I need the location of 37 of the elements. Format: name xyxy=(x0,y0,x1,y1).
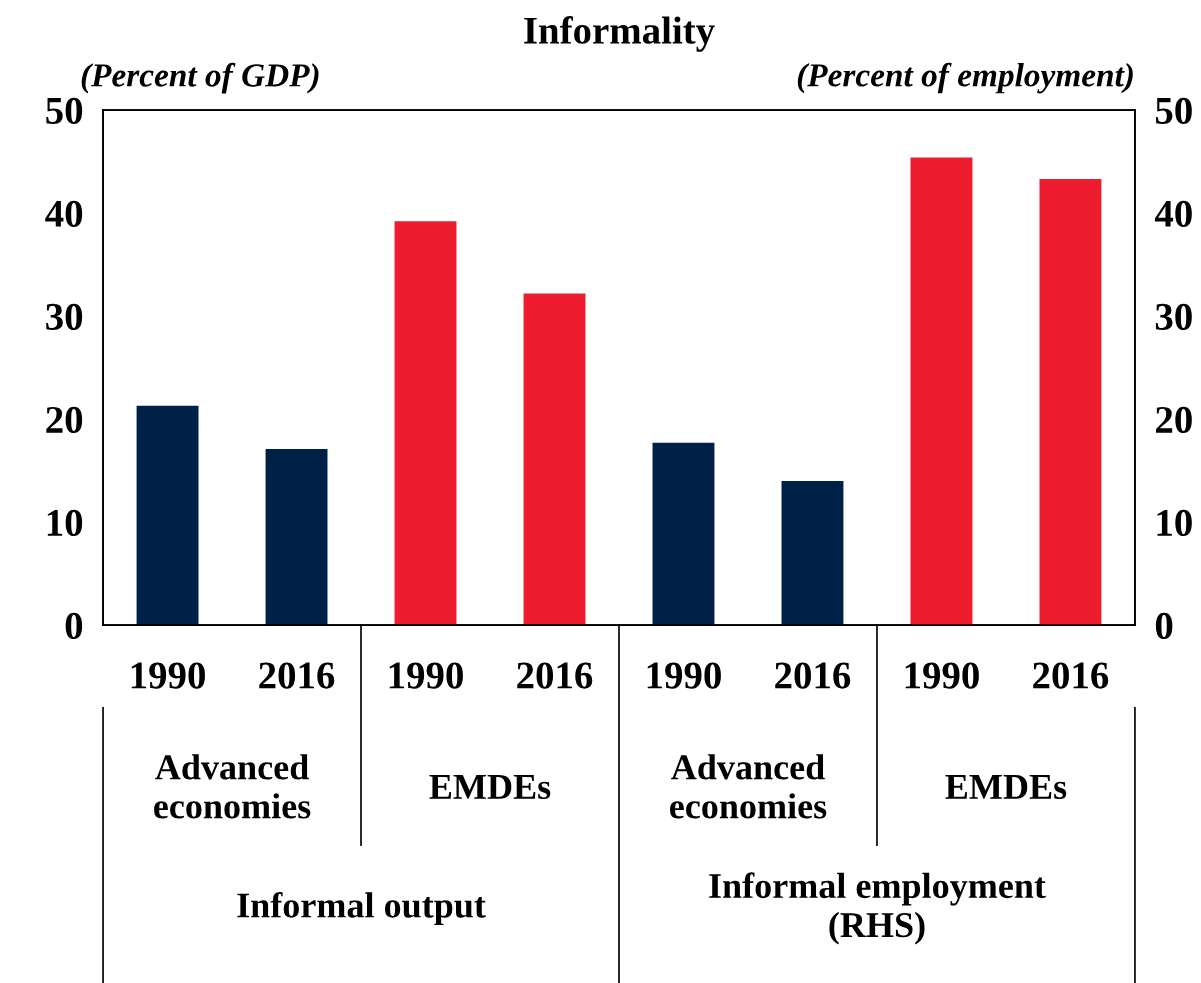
bar xyxy=(1039,179,1102,626)
bar xyxy=(652,442,715,626)
text: Informal employment (RHS) xyxy=(709,872,1046,945)
y-tick-label: 50 xyxy=(46,97,83,124)
x-tick-label: 2016 xyxy=(517,662,593,689)
y-tick-label: 0 xyxy=(65,612,83,640)
x-tick-label: 2016 xyxy=(775,662,851,689)
bar xyxy=(781,480,844,626)
y-tick-label: 10 xyxy=(47,509,83,537)
y2-tick-label: 40 xyxy=(1154,200,1192,227)
text: EMDEs xyxy=(429,775,551,800)
y-tick-label: 20 xyxy=(46,406,83,434)
y-tick-label: 30 xyxy=(46,303,83,331)
y-tick-label: 40 xyxy=(45,200,83,227)
y2-tick-label: 30 xyxy=(1155,303,1192,331)
y2-tick-label: 10 xyxy=(1157,509,1192,537)
bar xyxy=(394,221,457,626)
y2-tick-label: 50 xyxy=(1155,97,1192,124)
x-tick-label: 1990 xyxy=(647,662,721,689)
text: EMDEs xyxy=(945,775,1067,800)
y2-axis-title: (Percent of employment) xyxy=(797,62,1133,94)
bar xyxy=(523,293,586,626)
chart-title: Informality xyxy=(524,16,715,52)
y2-tick-label: 20 xyxy=(1156,406,1192,434)
bar xyxy=(910,157,973,626)
text: Advanced economies xyxy=(154,754,311,819)
bar xyxy=(265,449,328,626)
text: Informal output xyxy=(237,891,486,926)
text: Advanced economies xyxy=(669,754,827,819)
y-axis-title: (Percent of GDP) xyxy=(81,62,319,94)
y2-tick-label: 0 xyxy=(1155,612,1173,640)
x-tick-label: 2016 xyxy=(1033,662,1109,689)
x-tick-label: 1990 xyxy=(905,662,979,689)
x-tick-label: 2016 xyxy=(259,662,335,689)
bar xyxy=(136,405,199,626)
x-tick-label: 1990 xyxy=(389,662,463,689)
x-tick-label: 1990 xyxy=(131,662,205,689)
